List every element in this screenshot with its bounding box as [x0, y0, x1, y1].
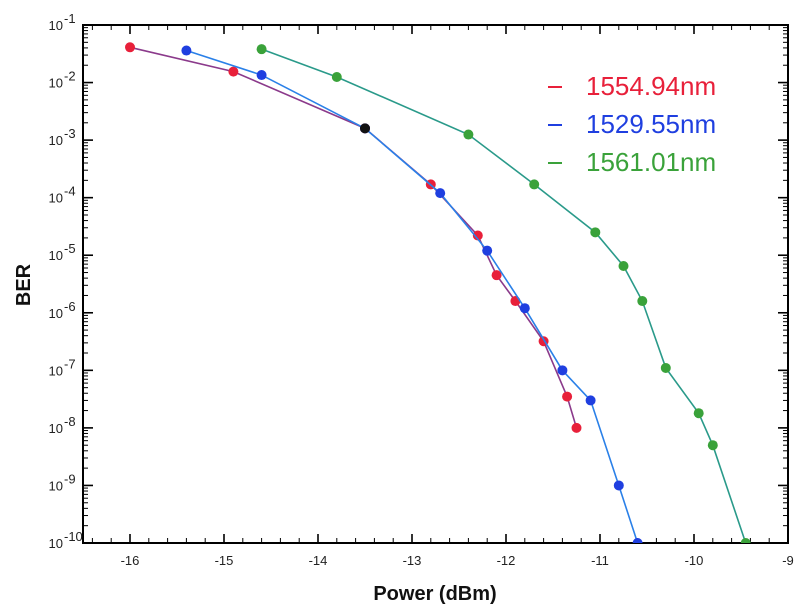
data-point	[585, 395, 596, 406]
x-tick-label: -11	[591, 553, 609, 568]
x-tick-label: -14	[309, 553, 328, 568]
plot-frame	[82, 24, 789, 544]
data-point	[472, 230, 483, 241]
data-point	[463, 129, 474, 140]
series-line	[186, 49, 639, 543]
y-tick-exponent: -3	[64, 126, 76, 141]
y-tick-exponent: -9	[64, 471, 76, 486]
y-tick-exponent: -7	[64, 356, 76, 371]
x-tick-label: -9	[782, 553, 794, 568]
data-point	[571, 422, 582, 433]
x-tick-label: -15	[215, 553, 234, 568]
data-point	[632, 538, 643, 543]
x-tick-label: -16	[121, 553, 140, 568]
data-point	[707, 440, 718, 451]
axis-ticks: -16 -15 -14 -13 -12 -11 -10 -910 -110 -210 -310 -41…	[49, 11, 794, 568]
y-axis-title: BER	[13, 263, 35, 306]
y-tick-label: 10	[49, 421, 63, 436]
data-point	[519, 303, 530, 314]
data-point	[256, 70, 267, 81]
legend: 1554.94nm 1529.55nm 1561.01nm	[548, 71, 716, 177]
data-point	[660, 362, 671, 373]
x-tick-label: -10	[685, 553, 704, 568]
data-point	[181, 45, 192, 56]
data-point	[637, 296, 648, 307]
x-tick-label: -12	[497, 553, 516, 568]
data-point	[740, 538, 751, 543]
data-point	[125, 42, 135, 53]
y-tick-label: 10	[49, 478, 63, 493]
data-point	[529, 179, 540, 190]
y-tick-exponent: -1	[64, 11, 76, 26]
y-tick-label: 10	[49, 18, 63, 33]
y-tick-label: 10	[49, 306, 63, 321]
y-tick-exponent: -5	[64, 241, 76, 256]
series-2	[256, 44, 751, 543]
legend-label: 1554.94nm	[586, 71, 716, 101]
y-tick-label: 10	[49, 133, 63, 148]
data-point	[693, 408, 704, 419]
x-tick-label: -13	[403, 553, 422, 568]
data-point	[562, 391, 573, 402]
legend-label: 1561.01nm	[586, 147, 716, 177]
data-point	[228, 66, 239, 77]
y-tick-label: 10	[49, 76, 63, 91]
data-point	[613, 480, 624, 491]
y-tick-exponent: -10	[64, 529, 83, 544]
data-point	[256, 44, 267, 55]
y-tick-exponent: -4	[64, 184, 76, 199]
overlap-data-point	[360, 123, 370, 134]
data-point	[557, 365, 568, 376]
data-point	[482, 245, 493, 256]
series-group	[125, 42, 751, 543]
x-axis-title: Power (dBm)	[373, 583, 496, 605]
y-tick-label: 10	[49, 191, 63, 206]
data-point	[618, 260, 629, 271]
y-tick-label: 10	[49, 363, 63, 378]
y-tick-exponent: -6	[64, 299, 76, 314]
data-point	[510, 296, 521, 307]
data-point	[435, 188, 446, 199]
legend-label: 1529.55nm	[586, 109, 716, 139]
data-point	[331, 71, 342, 82]
y-tick-label: 10	[49, 536, 63, 551]
data-point	[590, 227, 601, 238]
data-point	[491, 270, 502, 281]
y-tick-label: 10	[49, 248, 63, 263]
y-tick-exponent: -2	[64, 69, 76, 84]
y-tick-exponent: -8	[64, 414, 76, 429]
